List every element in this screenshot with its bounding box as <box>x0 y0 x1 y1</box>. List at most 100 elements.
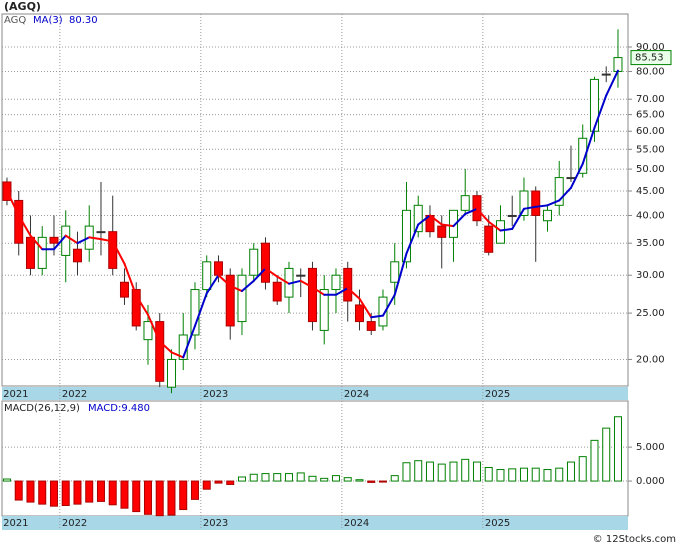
macd-bar <box>472 461 481 482</box>
ma-line <box>205 274 220 295</box>
ma-line <box>393 252 408 296</box>
candle-body <box>484 225 494 253</box>
y-tick-label: 50.00 <box>636 164 665 175</box>
ma-line <box>52 234 67 251</box>
ma-line <box>534 204 549 208</box>
ma-line <box>334 287 349 296</box>
candle-body <box>131 289 141 327</box>
ma-line <box>569 162 584 189</box>
macd-bar <box>555 467 564 482</box>
y-tick-label: 60.00 <box>636 126 665 137</box>
macd-bar <box>96 480 105 502</box>
candle-body <box>354 304 364 323</box>
ma-line <box>182 324 196 359</box>
ma-line <box>417 214 431 226</box>
candle-body <box>613 57 623 72</box>
ma-value: 80.30 <box>69 15 98 26</box>
ma-line <box>475 207 490 223</box>
x-tick-label: 2024 <box>344 518 369 529</box>
candle-body <box>542 209 552 222</box>
macd-bar <box>566 461 575 482</box>
candle-body <box>49 236 59 244</box>
x-tick-label: 2021 <box>3 518 28 529</box>
ma-line <box>135 294 149 316</box>
macd-bar <box>296 472 305 482</box>
chart-title: (AGQ) <box>4 0 41 13</box>
candle-body <box>413 204 423 233</box>
ma-line <box>546 199 561 207</box>
y-tick-label: 55.00 <box>636 144 665 155</box>
candle-body <box>119 281 129 298</box>
macd-bar <box>167 480 176 516</box>
macd-bar <box>308 475 317 482</box>
y-tick-label: 70.00 <box>636 94 665 105</box>
x-tick-label: 2022 <box>62 518 87 529</box>
ma-line <box>99 238 114 243</box>
ma-line <box>605 69 619 97</box>
ma-line <box>346 287 361 300</box>
candle-body <box>108 231 118 269</box>
macd-bar <box>14 480 23 501</box>
macd-bar <box>461 458 470 482</box>
macd-bar <box>378 480 387 483</box>
candle-body <box>460 195 470 211</box>
macd-bar <box>237 476 246 482</box>
ma-line <box>146 313 161 343</box>
ma-line <box>276 275 290 285</box>
macd-bar <box>519 467 528 482</box>
x-tick-label: 2025 <box>485 389 510 400</box>
footer: © 12Stocks.com <box>593 534 676 545</box>
ma-line <box>299 279 314 289</box>
candle-body <box>531 190 541 216</box>
y-tick-label: 80.00 <box>636 66 665 77</box>
ma-line <box>252 267 267 282</box>
macd-value: MACD:9.480 <box>88 403 150 414</box>
candle-body <box>260 242 270 283</box>
candle-body <box>319 289 329 331</box>
candle-body <box>390 261 400 283</box>
ma-line <box>440 223 455 228</box>
candle-body <box>519 190 529 216</box>
macd-bar <box>190 480 199 500</box>
price-frame <box>1 13 629 387</box>
macd-bar <box>449 461 458 482</box>
x-tick-label: 2024 <box>344 389 369 400</box>
macd-bar <box>402 462 411 482</box>
candle-body <box>272 281 282 302</box>
ma-line <box>464 207 478 215</box>
ma-line <box>29 234 44 251</box>
ma-line <box>64 234 79 245</box>
candle-body <box>202 261 212 291</box>
candle-body <box>566 177 576 180</box>
y-tick-label: 45.00 <box>636 186 665 197</box>
ma-line <box>217 274 232 287</box>
candle-body <box>237 274 247 323</box>
ma-line <box>405 223 420 255</box>
candle-body <box>25 236 35 269</box>
candle-body <box>554 177 564 206</box>
date-strip <box>2 387 628 400</box>
macd-bar <box>343 477 352 482</box>
macd-bar <box>249 473 258 482</box>
x-tick-label: 2023 <box>203 389 228 400</box>
macd-bar <box>120 480 129 509</box>
ma-line <box>264 267 279 278</box>
candle-body <box>96 231 106 234</box>
candle-body <box>213 261 223 276</box>
macd-bar <box>437 463 446 482</box>
macd-bar <box>355 479 364 482</box>
ma-line <box>381 293 396 317</box>
ma-line <box>158 340 173 354</box>
ma-line <box>170 351 185 359</box>
ma-line <box>581 126 596 165</box>
x-tick-label: 2022 <box>62 389 87 400</box>
candle-body <box>61 225 71 256</box>
macd-bar <box>132 480 141 513</box>
candle-body <box>401 209 411 263</box>
ma-line <box>511 207 525 230</box>
candle-body <box>155 321 165 382</box>
x-tick-label: 2021 <box>3 389 28 400</box>
x-tick-label: 2023 <box>203 518 228 529</box>
